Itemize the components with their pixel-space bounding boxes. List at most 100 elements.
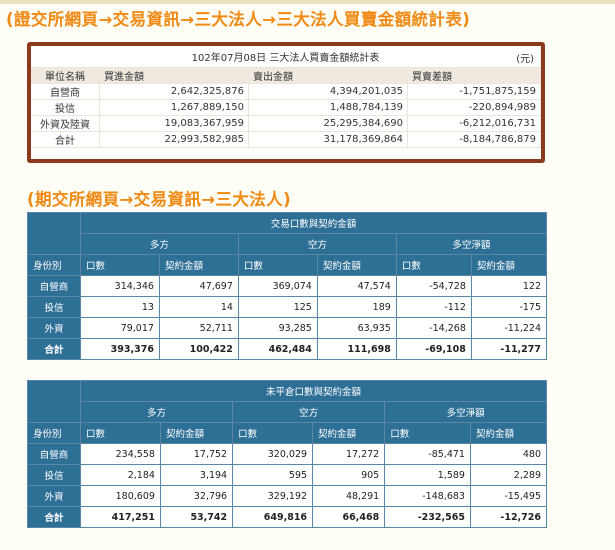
row-label: 投信 (31, 99, 100, 116)
row-label: 自營商 (27, 443, 81, 465)
twse-header-row: 單位名稱 買進金額 賣出金額 買賣差額 (31, 67, 541, 84)
cell: 52,711 (158, 317, 239, 339)
header-buy-amount: 買進金額 (99, 67, 249, 84)
header-contracts: 口數 (80, 422, 161, 444)
cell: 2,289 (469, 464, 548, 486)
cell: 1,589 (384, 464, 471, 486)
header-contracts: 口數 (237, 254, 318, 276)
cell: -1,751,875,159 (407, 83, 541, 100)
group-net: 多空淨額 (384, 401, 547, 423)
cell: 4,394,201,035 (248, 83, 408, 100)
group-long: 多方 (79, 401, 234, 423)
cell: 93,285 (237, 317, 318, 339)
group-short: 空方 (232, 401, 386, 423)
cell: 314,346 (80, 275, 160, 297)
cell: 47,574 (316, 275, 397, 297)
twse-table-frame: 102年07月08日 三大法人買賣金額統計表 (元) 單位名稱 買進金額 賣出金… (27, 42, 545, 163)
cell: 480 (469, 443, 548, 465)
cell: 13 (80, 296, 160, 318)
cell: -148,683 (384, 485, 471, 507)
header-amount: 契約金額 (316, 254, 397, 276)
group-long: 多方 (80, 233, 239, 255)
cell: 1,267,889,150 (99, 99, 249, 116)
table-row: 自營商 314,346 47,697 369,074 47,574 -54,72… (27, 275, 548, 297)
header-amount: 契約金額 (470, 254, 548, 276)
cell: -11,277 (470, 338, 548, 360)
cell: -54,728 (395, 275, 472, 297)
row-label: 自營商 (31, 83, 100, 100)
header-amount: 契約金額 (469, 422, 548, 444)
cell: -15,495 (469, 485, 548, 507)
cell: -8,184,786,879 (407, 131, 541, 148)
header-contracts: 口數 (232, 422, 314, 444)
cell: 462,484 (237, 338, 318, 360)
cell: -14,268 (395, 317, 472, 339)
cell: 3,194 (159, 464, 234, 486)
cell: 48,291 (312, 485, 386, 507)
twse-title-text: 102年07月08日 三大法人買賣金額統計表 (191, 53, 380, 64)
cell: 17,752 (159, 443, 234, 465)
cell: 125 (237, 296, 318, 318)
row-label: 外資及陸資 (31, 115, 100, 132)
cell: 1,488,784,139 (248, 99, 408, 116)
group-short: 空方 (237, 233, 397, 255)
cell: 234,558 (80, 443, 161, 465)
band-title: 未平倉口數與契約金額 (80, 380, 547, 402)
table-row: 自營商 2,642,325,876 4,394,201,035 -1,751,8… (31, 83, 541, 100)
header-identity: 身份別 (27, 254, 81, 276)
cell: 53,742 (159, 506, 234, 528)
row-label: 合計 (27, 338, 81, 360)
cell: 25,295,384,690 (248, 115, 408, 132)
cell: 79,017 (80, 317, 160, 339)
cell: 17,272 (312, 443, 386, 465)
cell: 22,993,582,985 (99, 131, 249, 148)
top-border (0, 0, 615, 4)
cell: -6,212,016,731 (407, 115, 541, 132)
cell: 111,698 (316, 338, 397, 360)
row-label: 自營商 (27, 275, 81, 297)
band-title: 交易口數與契約金額 (80, 212, 547, 234)
table-row: 外資 180,609 32,796 329,192 48,291 -148,68… (27, 485, 548, 507)
header-contracts: 口數 (395, 254, 472, 276)
cell: 32,796 (159, 485, 234, 507)
total-row: 合計 393,376 100,422 462,484 111,698 -69,1… (27, 338, 548, 360)
cell: 47,697 (158, 275, 239, 297)
twse-table-title: 102年07月08日 三大法人買賣金額統計表 (元) (31, 46, 541, 68)
cell: 393,376 (80, 338, 160, 360)
cell: 329,192 (232, 485, 314, 507)
row-label: 合計 (31, 131, 100, 148)
table-row: 外資 79,017 52,711 93,285 63,935 -14,268 -… (27, 317, 548, 339)
blank-corner (27, 380, 81, 423)
cell: 320,029 (232, 443, 314, 465)
header-amount: 契約金額 (312, 422, 386, 444)
cell: 66,468 (312, 506, 386, 528)
heading-twse-path: (證交所網頁→交易資訊→三大法人→三大法人買賣金額統計表) (6, 10, 471, 29)
cell: -232,565 (384, 506, 471, 528)
row-label: 外資 (27, 317, 81, 339)
table-row: 投信 2,184 3,194 595 905 1,589 2,289 (27, 464, 548, 486)
total-row: 合計 417,251 53,742 649,816 66,468 -232,56… (27, 506, 548, 528)
column-header-row: 身份別 口數 契約金額 口數 契約金額 口數 契約金額 (27, 254, 548, 276)
row-label: 外資 (27, 485, 81, 507)
cell: 905 (312, 464, 386, 486)
taifex-trading-table: 交易口數與契約金額 多方 空方 多空淨額 身份別 口數 契約金額 口數 契約金額… (27, 212, 548, 360)
cell: 369,074 (237, 275, 318, 297)
table-row: 投信 1,267,889,150 1,488,784,139 -220,894,… (31, 99, 541, 116)
table-row: 合計 22,993,582,985 31,178,369,864 -8,184,… (31, 131, 541, 148)
row-label: 合計 (27, 506, 81, 528)
twse-unit: (元) (516, 54, 534, 65)
table-row: 外資及陸資 19,083,367,959 25,295,384,690 -6,2… (31, 115, 541, 132)
header-unit-name: 單位名稱 (31, 67, 100, 84)
cell: 31,178,369,864 (248, 131, 408, 148)
cell: 14 (158, 296, 239, 318)
cell: -12,726 (469, 506, 548, 528)
header-amount: 契約金額 (159, 422, 234, 444)
header-contracts: 口數 (80, 254, 160, 276)
blank-corner (27, 212, 81, 255)
cell: -220,894,989 (407, 99, 541, 116)
header-amount: 契約金額 (158, 254, 239, 276)
row-label: 投信 (27, 464, 81, 486)
cell: -175 (470, 296, 548, 318)
row-label: 投信 (27, 296, 81, 318)
twse-institutional-table: 102年07月08日 三大法人買賣金額統計表 (元) 單位名稱 買進金額 賣出金… (31, 46, 541, 148)
